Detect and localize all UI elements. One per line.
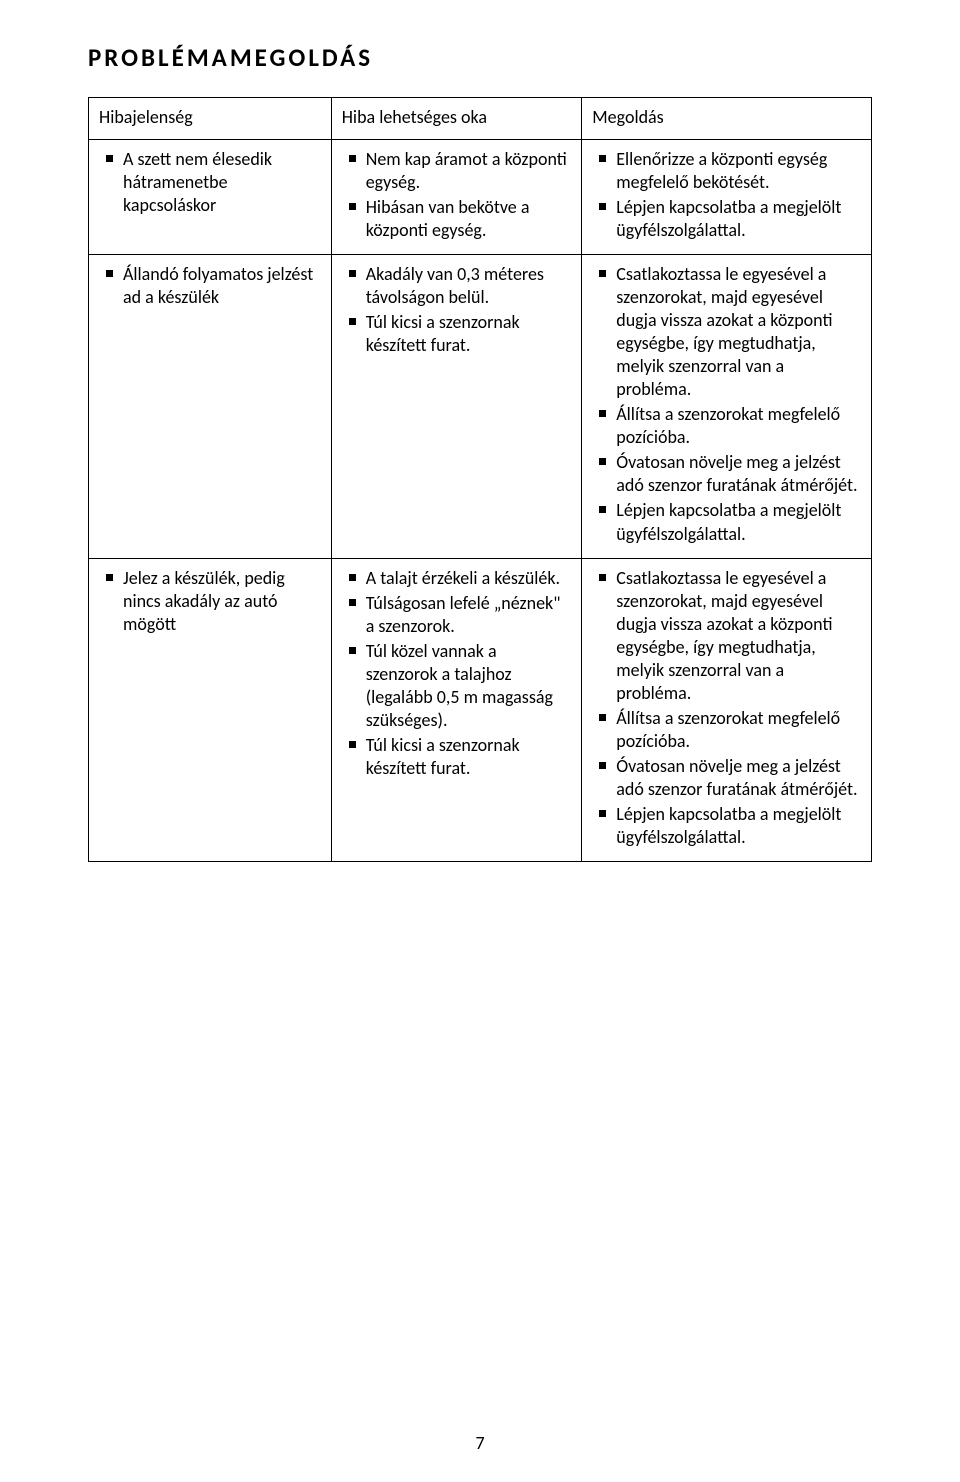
list-item: Csatlakoztassa le egyesével a szenzoroka…	[592, 567, 861, 705]
list-item: Lépjen kapcsolatba a megjelölt ügyfélszo…	[592, 196, 861, 242]
page-number: 7	[0, 1432, 960, 1454]
list-item: Jelez a készülék, pedig nincs akadály az…	[99, 567, 321, 636]
list-item: Túlságosan lefelé „néznek" a szenzorok.	[342, 592, 572, 638]
list-item: Nem kap áramot a központi egység.	[342, 148, 572, 194]
list-item: Lépjen kapcsolatba a megjelölt ügyfélszo…	[592, 499, 861, 545]
list-item: Hibásan van bekötve a központi egység.	[342, 196, 572, 242]
cell-cause: Akadály van 0,3 méteres távolságon belül…	[331, 255, 582, 558]
list-item: Túl kicsi a szenzornak készített furat.	[342, 311, 572, 357]
list-item: Óvatosan növelje meg a jelzést adó szenz…	[592, 451, 861, 497]
table-row: Állandó folyamatos jelzést ad a készülék…	[89, 255, 872, 558]
list-item: Ellenőrizze a központi egység megfelelő …	[592, 148, 861, 194]
cell-cause: A talajt érzékeli a készülék. Túlságosan…	[331, 558, 582, 861]
list-item: Állítsa a szenzorokat megfelelő pozíciób…	[592, 707, 861, 753]
cell-symptom: A szett nem élesedik hátramenetbe kapcso…	[89, 140, 332, 255]
header-solution: Megoldás	[582, 98, 872, 140]
list-item: Állítsa a szenzorokat megfelelő pozíciób…	[592, 403, 861, 449]
list-item: Túl közel vannak a szenzorok a talajhoz …	[342, 640, 572, 732]
page-title: PROBLÉMAMEGOLDÁS	[88, 42, 872, 73]
list-item: Túl kicsi a szenzornak készített furat.	[342, 734, 572, 780]
list-item: Óvatosan növelje meg a jelzést adó szenz…	[592, 755, 861, 801]
header-cause: Hiba lehetséges oka	[331, 98, 582, 140]
troubleshoot-table: Hibajelenség Hiba lehetséges oka Megoldá…	[88, 97, 872, 862]
list-item: Akadály van 0,3 méteres távolságon belül…	[342, 263, 572, 309]
cell-cause: Nem kap áramot a központi egység. Hibása…	[331, 140, 582, 255]
table-row: Jelez a készülék, pedig nincs akadály az…	[89, 558, 872, 861]
cell-solution: Csatlakoztassa le egyesével a szenzoroka…	[582, 558, 872, 861]
list-item: A talajt érzékeli a készülék.	[342, 567, 572, 590]
cell-symptom: Jelez a készülék, pedig nincs akadály az…	[89, 558, 332, 861]
table-header-row: Hibajelenség Hiba lehetséges oka Megoldá…	[89, 98, 872, 140]
cell-solution: Csatlakoztassa le egyesével a szenzoroka…	[582, 255, 872, 558]
list-item: Csatlakoztassa le egyesével a szenzoroka…	[592, 263, 861, 401]
list-item: A szett nem élesedik hátramenetbe kapcso…	[99, 148, 321, 217]
header-symptom: Hibajelenség	[89, 98, 332, 140]
list-item: Lépjen kapcsolatba a megjelölt ügyfélszo…	[592, 803, 861, 849]
table-row: A szett nem élesedik hátramenetbe kapcso…	[89, 140, 872, 255]
cell-symptom: Állandó folyamatos jelzést ad a készülék	[89, 255, 332, 558]
page: PROBLÉMAMEGOLDÁS Hibajelenség Hiba lehet…	[0, 0, 960, 1482]
list-item: Állandó folyamatos jelzést ad a készülék	[99, 263, 321, 309]
cell-solution: Ellenőrizze a központi egység megfelelő …	[582, 140, 872, 255]
